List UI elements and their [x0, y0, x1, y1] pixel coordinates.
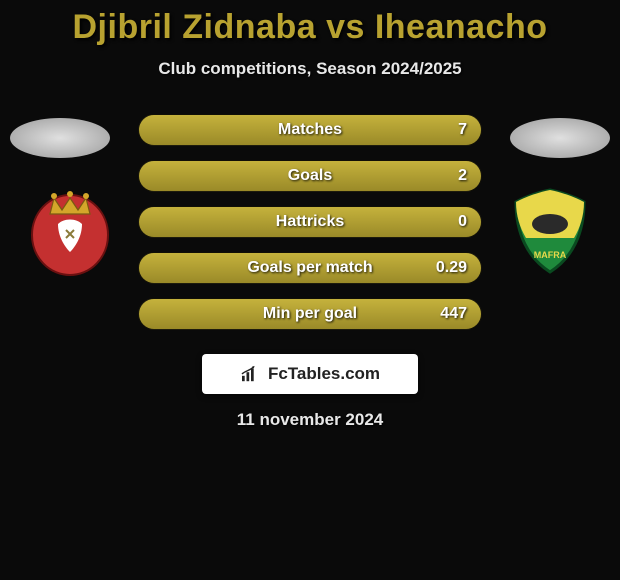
club-badge-right: MAFRA: [500, 180, 600, 265]
stat-label: Matches: [278, 121, 342, 139]
stat-label: Hattricks: [276, 213, 344, 231]
root: Djibril Zidnaba vs Iheanacho Club compet…: [0, 0, 620, 430]
player-photo-right: [510, 118, 610, 158]
club-badge-left: [20, 180, 120, 265]
stat-label: Goals per match: [247, 259, 372, 277]
stat-value: 0.29: [436, 259, 467, 277]
page-title: Djibril Zidnaba vs Iheanacho: [0, 8, 620, 47]
page-subtitle: Club competitions, Season 2024/2025: [0, 59, 620, 79]
mafra-shield-icon: MAFRA: [500, 180, 600, 280]
player-photo-left: [10, 118, 110, 158]
svg-text:MAFRA: MAFRA: [534, 250, 567, 260]
stat-value: 7: [458, 121, 467, 139]
brand-box[interactable]: FcTables.com: [202, 354, 418, 394]
penafiel-shield-icon: [20, 180, 120, 280]
stat-label: Min per goal: [263, 305, 357, 323]
stat-row: Min per goal 447: [138, 298, 482, 330]
stat-row: Matches 7: [138, 114, 482, 146]
stat-value: 2: [458, 167, 467, 185]
stat-value: 447: [440, 305, 467, 323]
stat-row: Hattricks 0: [138, 206, 482, 238]
date-line: 11 november 2024: [0, 410, 620, 430]
stat-label: Goals: [288, 167, 332, 185]
stat-row: Goals per match 0.29: [138, 252, 482, 284]
stat-bars: Matches 7 Goals 2 Hattricks 0 Goals per …: [138, 114, 482, 330]
bar-chart-icon: [240, 365, 262, 383]
stat-value: 0: [458, 213, 467, 231]
brand-text: FcTables.com: [268, 364, 380, 384]
stat-row: Goals 2: [138, 160, 482, 192]
